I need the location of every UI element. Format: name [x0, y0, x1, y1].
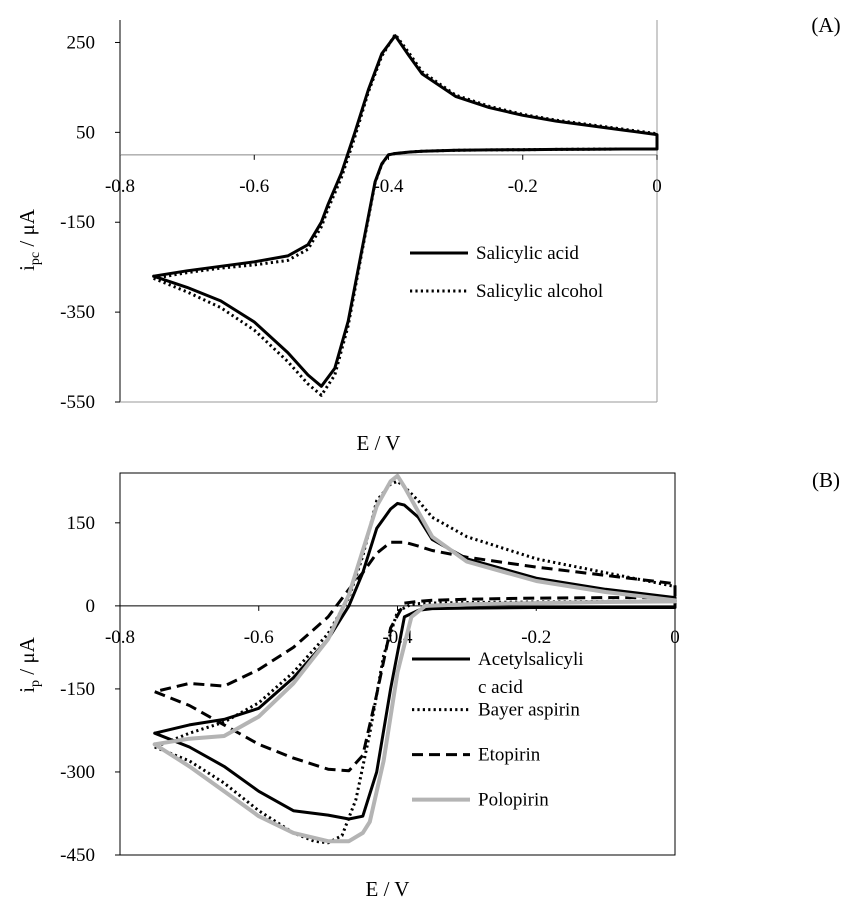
- panel-b-y-tick-label: 150: [67, 513, 96, 534]
- panel-b-x-tick-label: -0.8: [105, 627, 135, 648]
- panel-a-series-line-0: [152, 34, 659, 388]
- panel-b-x-tick-label: -0.6: [244, 627, 274, 648]
- panel-a-legend-label: Salicylic alcohol: [476, 281, 603, 302]
- panel-a-label: (A): [811, 13, 840, 37]
- panel-a-y-axis-title: ipc / μA: [15, 208, 43, 271]
- panel-b-x-axis-title: E / V: [366, 877, 410, 901]
- panel-b-plot-frame: [119, 472, 676, 856]
- panel-b-x-tick-label: 0: [670, 627, 680, 648]
- panel-b: -0.8 -0.6 -0.4 -0.2 01500-150-300-450Acetyls…: [15, 468, 840, 901]
- panel-b-label: (B): [812, 468, 840, 492]
- panel-b-x-tick-label: -0.2: [521, 627, 551, 648]
- panel-b-legend-label: Bayer aspirin: [478, 700, 580, 721]
- panel-a: -0.8 -0.6 -0.4 -0.2 0 250 50 -150 -350 -550 Salicy…: [15, 13, 841, 455]
- panel-b-legend-label: Acetylsalicyli: [478, 649, 584, 670]
- panel-a-legend-label: Salicylic acid: [476, 243, 579, 264]
- panel-b-legend-label: c acid: [478, 677, 523, 698]
- panel-a-x-tick-label: -0.8: [105, 176, 135, 197]
- panel-a-x-tick-label: -0.6: [239, 176, 269, 197]
- panel-b-series-line-1: [154, 479, 677, 845]
- panel-b-legend-label: Polopirin: [478, 790, 549, 811]
- panel-b-y-tick-label: -300: [60, 762, 95, 783]
- panel-a-x-tick-label: -0.4: [373, 176, 404, 197]
- panel-b-series-line-0: [153, 501, 677, 821]
- panel-a-y-tick-label: -550: [60, 392, 95, 413]
- panel-a-legend: Salicylic acid Salicylic alcohol: [410, 243, 603, 302]
- panel-b-series-line-2: [154, 540, 677, 773]
- panel-b-y-axis-title: ip / μA: [15, 636, 43, 692]
- panel-a-series-line-1: [153, 32, 659, 397]
- panel-a-y-tick-label: -350: [60, 302, 95, 323]
- panel-b-legend-label: Etopirin: [478, 745, 541, 766]
- panel-b-y-tick-label: -450: [60, 845, 95, 866]
- panel-b-series-line-3: [152, 473, 677, 844]
- panel-a-y-tick-label: 50: [76, 122, 95, 143]
- panel-a-y-tick-label: -150: [60, 212, 95, 233]
- panel-a-y-tick-label: 250: [67, 32, 96, 53]
- panel-a-x-axis-title: E / V: [357, 431, 401, 455]
- panel-b-y-tick-label: 0: [86, 596, 96, 617]
- panel-a-x-tick-label: -0.2: [508, 176, 538, 197]
- panel-b-y-tick-label: -150: [60, 679, 95, 700]
- panel-a-x-tick-label: 0: [652, 176, 662, 197]
